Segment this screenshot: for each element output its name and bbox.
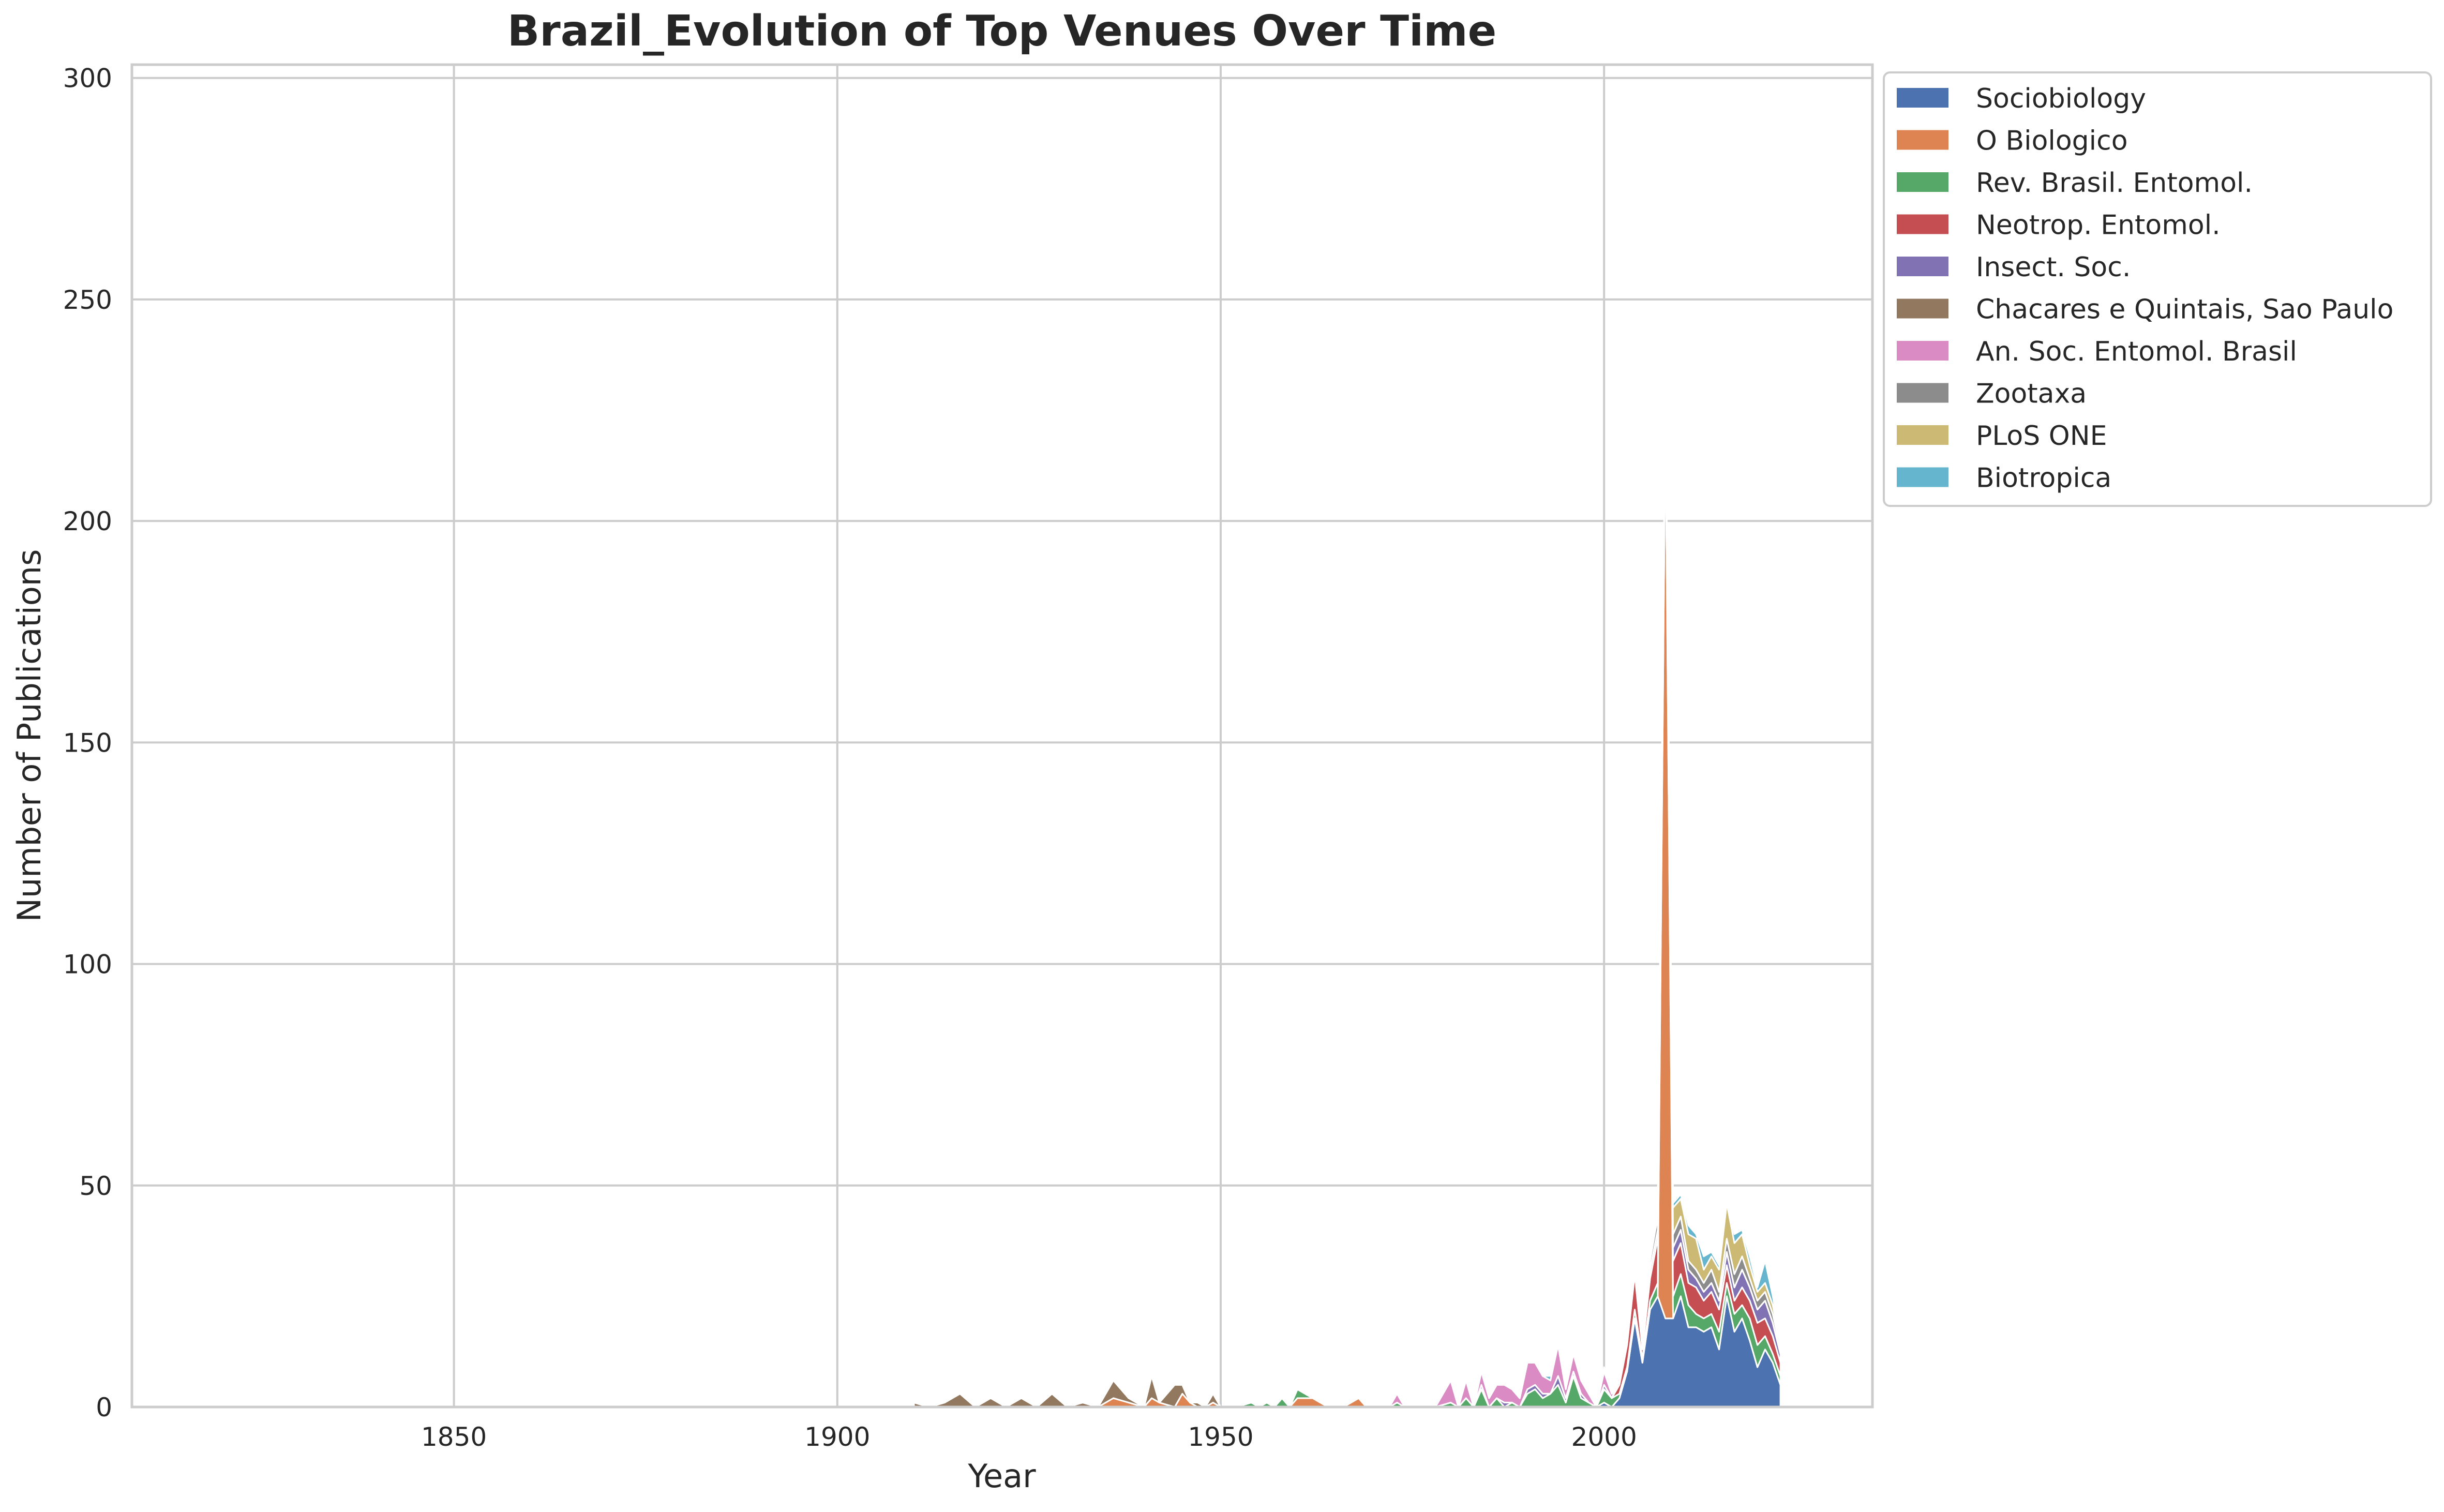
y-tick-labels: 0 50 100 150 200 250 300: [63, 64, 112, 1423]
legend-swatch: [1897, 341, 1948, 361]
x-axis-label: Year: [967, 1457, 1036, 1495]
legend-swatch: [1897, 88, 1948, 108]
y-tick-label: 100: [63, 950, 112, 980]
y-tick-label: 200: [63, 506, 112, 536]
legend-label: Chacares e Quintais, Sao Paulo: [1976, 294, 2393, 325]
legend-label: Neotrop. Entomol.: [1976, 210, 2221, 241]
legend-swatch: [1897, 130, 1948, 150]
series-area-9: [913, 369, 1781, 1408]
y-tick-label: 50: [79, 1171, 112, 1201]
legend-label: Insect. Soc.: [1976, 252, 2131, 283]
legend-swatch: [1897, 425, 1948, 445]
legend-swatch: [1897, 298, 1948, 319]
plot-area-background: [132, 65, 1872, 1407]
legend-label: O Biologico: [1976, 126, 2128, 157]
legend-label: Zootaxa: [1976, 379, 2087, 410]
y-axis-label: Number of Publications: [10, 549, 48, 922]
x-tick-label: 1900: [804, 1422, 870, 1452]
x-tick-label: 2000: [1571, 1422, 1637, 1452]
legend: Sociobiology O Biologico Rev. Brasil. Ento…: [1883, 71, 2432, 507]
legend-label: Biotropica: [1976, 463, 2111, 494]
legend-frame: [1883, 71, 2432, 507]
legend-swatch: [1897, 257, 1948, 276]
plot-frame: [130, 63, 1874, 1409]
legend-label: Rev. Brasil. Entomol.: [1976, 168, 2253, 199]
grid-lines: [132, 65, 1872, 1408]
legend-label: An. Soc. Entomol. Brasil: [1976, 336, 2297, 367]
legend-label: Sociobiology: [1976, 83, 2146, 114]
legend-swatch: [1897, 172, 1948, 192]
legend-swatch: [1897, 214, 1948, 234]
chart-title: Brazil_Evolution of Top Venues Over Time: [507, 7, 1496, 56]
y-tick-label: 250: [63, 285, 112, 315]
x-tick-label: 1850: [421, 1422, 487, 1452]
legend-label: PLoS ONE: [1976, 421, 2107, 452]
y-tick-label: 300: [63, 64, 112, 94]
y-tick-label: 150: [63, 728, 112, 758]
x-tick-labels: 1850 1900 1950 2000: [421, 1422, 1637, 1452]
y-tick-label: 0: [96, 1393, 112, 1423]
x-tick-label: 1950: [1188, 1422, 1253, 1452]
legend-swatch: [1897, 467, 1948, 487]
legend-swatch: [1897, 383, 1948, 403]
